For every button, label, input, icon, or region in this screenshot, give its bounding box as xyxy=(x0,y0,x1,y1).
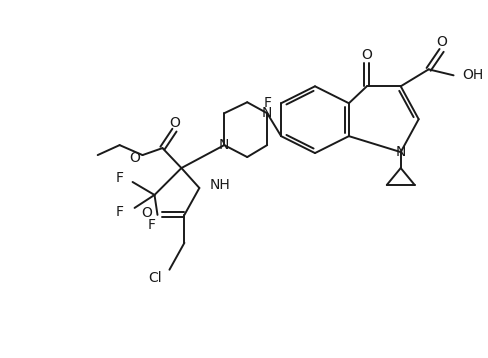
Text: O: O xyxy=(436,35,447,49)
Text: N: N xyxy=(262,106,272,120)
Text: F: F xyxy=(116,205,123,219)
Text: Cl: Cl xyxy=(148,271,162,285)
Text: N: N xyxy=(219,138,229,152)
Text: NH: NH xyxy=(209,178,230,192)
Text: N: N xyxy=(396,145,406,159)
Text: F: F xyxy=(116,171,123,185)
Text: O: O xyxy=(362,48,372,62)
Text: F: F xyxy=(147,218,156,232)
Text: O: O xyxy=(169,116,180,130)
Text: F: F xyxy=(263,96,271,110)
Text: OH: OH xyxy=(463,68,484,82)
Text: O: O xyxy=(129,151,140,165)
Text: O: O xyxy=(142,206,153,220)
